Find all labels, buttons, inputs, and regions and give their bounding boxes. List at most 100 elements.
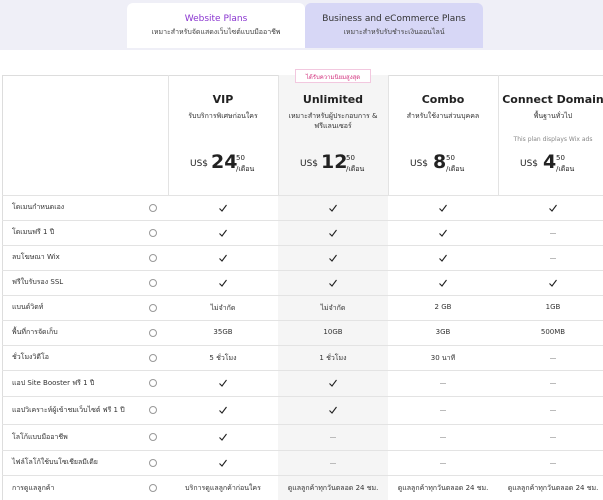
feature-label-text: โลโก้แบบมืออาชีพ <box>12 432 68 441</box>
check-icon <box>219 459 227 467</box>
check-icon <box>439 254 447 262</box>
cell-text: บริการดูแลลูกค้าก่อนใคร <box>185 484 261 492</box>
price-fraction: 50 <box>556 154 565 162</box>
cell-text: ดูแลลูกค้าทุกวันตลอด 24 ชม. <box>397 484 489 492</box>
feature-label-text: แอปวิเคราะห์ผู้เข้าชมเว็บไซต์ ฟรี 1 ปี <box>12 405 125 414</box>
price: US$ 12 50/เดือน <box>300 151 380 183</box>
cell-text: 2 GB <box>434 302 452 311</box>
check-icon <box>549 279 557 287</box>
price-currency: US$ <box>300 159 319 169</box>
plan-description: เหมาะสำหรับผู้ประกอบการ & ฟรีแลนเซอร์ <box>288 112 378 130</box>
feature-label: แอปวิเคราะห์ผู้เข้าชมเว็บไซต์ ฟรี 1 ปี <box>12 396 132 424</box>
info-icon[interactable] <box>149 433 157 441</box>
info-icon[interactable] <box>149 328 157 337</box>
feature-label: โลโก้แบบมืออาชีพ <box>12 424 132 450</box>
feature-label-text: พื้นที่การจัดเก็บ <box>12 328 58 336</box>
price-period: /เดือน <box>556 165 575 173</box>
feature-label-text: ลบโฆษณา Wix <box>12 253 60 261</box>
check-icon <box>439 204 447 212</box>
plan-tab[interactable]: Business and eCommerce Plans เหมาะสำหรับร… <box>305 3 483 48</box>
dash-icon <box>550 232 556 234</box>
feature-label-text: แอป Site Booster ฟรี 1 ปี <box>12 378 95 387</box>
feature-label: การดูแลลูกค้า <box>12 475 132 500</box>
row-divider <box>2 370 603 371</box>
row-divider <box>2 195 603 196</box>
plan-name: VIP <box>212 93 234 106</box>
check-icon <box>549 204 557 212</box>
price: US$ 8 50/เดือน <box>410 151 490 183</box>
plan-header: Connect Domain พื้นฐานทั่วไป This plan dis… <box>498 85 603 195</box>
check-icon <box>439 229 447 237</box>
feature-label: ฟรีใบรับรอง SSL <box>12 270 132 295</box>
price: US$ 24 50/เดือน <box>190 151 270 183</box>
cell-text: 3GB <box>435 327 451 336</box>
cell-text: 35GB <box>213 327 233 336</box>
dash-icon <box>550 410 556 411</box>
feature-label: แบนด์วิดท์ <box>12 295 132 320</box>
check-icon <box>329 406 337 414</box>
dash-icon <box>440 410 446 411</box>
info-icon[interactable] <box>149 353 157 362</box>
info-icon[interactable] <box>149 303 157 312</box>
plan-header: Unlimited เหมาะสำหรับผู้ประกอบการ & ฟรีแล… <box>278 85 388 195</box>
plan-name: Connect Domain <box>502 93 603 106</box>
check-icon <box>329 229 337 237</box>
info-icon[interactable] <box>149 406 157 414</box>
cell-text: 1GB <box>545 302 561 311</box>
price-period: /เดือน <box>236 165 255 173</box>
check-icon <box>219 406 227 414</box>
check-icon <box>219 279 227 287</box>
cell-text: 1 ชั่วโมง <box>319 353 347 362</box>
feature-label: โดเมนฟรี 1 ปี <box>12 220 132 245</box>
feature-label-text: ฟรีใบรับรอง SSL <box>12 278 64 286</box>
plan-description: พื้นฐานทั่วไป <box>533 112 573 120</box>
row-divider <box>2 270 603 271</box>
dash-icon <box>440 383 446 384</box>
tab-subtitle: เหมาะสำหรับรับชำระเงินออนไลน์ <box>343 28 445 36</box>
cell-text: 5 ชั่วโมง <box>209 353 237 362</box>
feature-label-text: การดูแลลูกค้า <box>12 483 55 492</box>
feature-label: ลบโฆษณา Wix <box>12 245 132 270</box>
dash-icon <box>330 462 336 464</box>
plan-header: VIP รับบริการพิเศษก่อนใคร US$ 24 50/เดือน <box>168 85 278 195</box>
row-divider <box>2 345 603 346</box>
tab-subtitle: เหมาะสำหรับจัดแสดงเว็บไซต์แบบมืออาชีพ <box>151 28 281 36</box>
check-icon <box>329 204 337 212</box>
plan-header: Combo สำหรับใช้งานส่วนบุคคล US$ 8 50/เดือน <box>388 85 498 195</box>
check-icon <box>219 379 227 387</box>
info-icon[interactable] <box>149 379 157 387</box>
dash-icon <box>550 437 556 438</box>
row-divider <box>2 220 603 221</box>
info-icon[interactable] <box>149 228 157 237</box>
plan-name: Combo <box>421 93 465 106</box>
dash-icon <box>330 437 336 438</box>
cell-text: ดูแลลูกค้าทุกวันตลอด 24 ชม. <box>287 484 379 492</box>
feature-label: พื้นที่การจัดเก็บ <box>12 320 132 345</box>
dash-icon <box>550 257 556 259</box>
column-divider <box>498 75 499 195</box>
price-whole: 4 <box>543 151 557 173</box>
row-divider <box>2 320 603 321</box>
info-icon[interactable] <box>149 278 157 287</box>
plan-description: สำหรับใช้งานส่วนบุคคล <box>406 112 480 120</box>
price-currency: US$ <box>410 159 429 169</box>
feature-label: ชั่วโมงวิดีโอ <box>12 345 132 370</box>
dash-icon <box>440 462 446 464</box>
plan-tab[interactable]: Website Plans เหมาะสำหรับจัดแสดงเว็บไซต์แ… <box>127 3 305 48</box>
info-icon[interactable] <box>149 484 157 492</box>
row-divider <box>2 396 603 397</box>
cell-text: ดูแลลูกค้าทุกวันตลอด 24 ชม. <box>507 484 599 492</box>
info-icon[interactable] <box>149 253 157 262</box>
info-icon[interactable] <box>149 458 157 467</box>
row-divider <box>2 245 603 246</box>
check-icon <box>329 379 337 387</box>
cell-text: 30 นาที <box>430 353 456 362</box>
price-fraction: 50 <box>446 154 455 162</box>
check-icon <box>329 254 337 262</box>
column-divider <box>278 75 279 195</box>
feature-label-text: ไฟล์โลโก้ใช้บนโซเชียลมีเดีย <box>12 458 98 466</box>
info-icon[interactable] <box>149 203 157 212</box>
feature-label: แอป Site Booster ฟรี 1 ปี <box>12 370 132 396</box>
cell-text: ไม่จำกัด <box>210 303 236 312</box>
feature-label: โดเมนกำหนดเอง <box>12 195 132 220</box>
